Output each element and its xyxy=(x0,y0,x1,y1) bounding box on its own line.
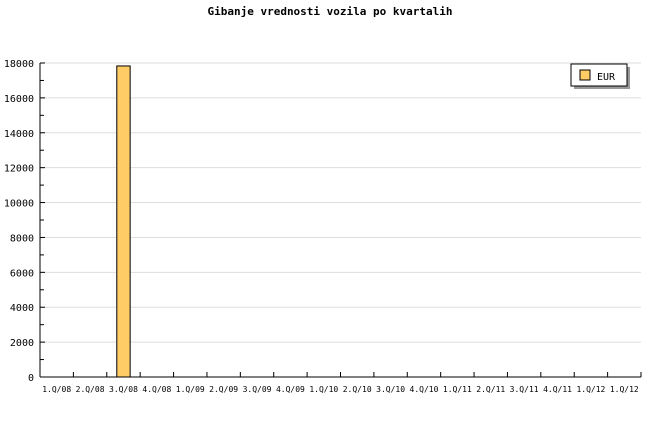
y-tick-label: 8000 xyxy=(10,233,34,244)
legend-label: EUR xyxy=(597,72,616,83)
y-tick-label: 12000 xyxy=(4,164,34,175)
x-tick-label: 1.Q/09 xyxy=(176,385,205,394)
x-tick-label: 3.Q/11 xyxy=(510,385,539,394)
y-tick-label: 10000 xyxy=(4,199,34,210)
x-tick-label: 1.Q/12 xyxy=(576,385,605,394)
y-tick-label: 16000 xyxy=(4,94,34,105)
x-tick-label: 1.Q/11 xyxy=(443,385,472,394)
x-tick-label: 3.Q/10 xyxy=(376,385,405,394)
y-tick-label: 18000 xyxy=(4,59,34,70)
x-tick-label: 1.Q/10 xyxy=(309,385,338,394)
x-tick-label: 1.Q/12 xyxy=(610,385,639,394)
legend: EUR xyxy=(570,63,630,89)
x-tick-label: 4.Q/10 xyxy=(410,385,439,394)
x-tick-label: 2.Q/08 xyxy=(76,385,105,394)
bar xyxy=(116,65,131,378)
y-tick-label: 2000 xyxy=(10,338,34,349)
x-tick-label: 3.Q/08 xyxy=(109,385,138,394)
y-tick-label: 0 xyxy=(28,373,34,384)
y-tick-label: 6000 xyxy=(10,268,34,279)
x-tick-label: 4.Q/09 xyxy=(276,385,305,394)
x-tick-label: 4.Q/08 xyxy=(142,385,171,394)
x-tick-label: 2.Q/10 xyxy=(343,385,372,394)
y-tick-label: 4000 xyxy=(10,303,34,314)
x-tick-label: 2.Q/11 xyxy=(476,385,505,394)
x-tick-label: 1.Q/08 xyxy=(42,385,71,394)
y-tick-label: 14000 xyxy=(4,129,34,140)
legend-swatch xyxy=(579,69,591,81)
x-tick-label: 2.Q/09 xyxy=(209,385,238,394)
x-tick-label: 3.Q/09 xyxy=(243,385,272,394)
chart-title: Gibanje vrednosti vozila po kvartalih xyxy=(207,5,452,18)
x-tick-label: 4.Q/11 xyxy=(543,385,572,394)
